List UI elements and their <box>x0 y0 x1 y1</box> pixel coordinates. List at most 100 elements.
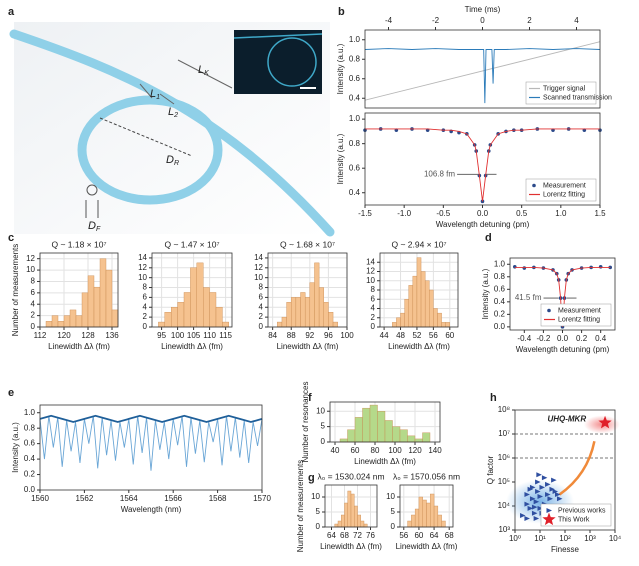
x-tick-label: -1.0 <box>397 209 411 218</box>
y-tick-label: 10⁴ <box>498 501 511 510</box>
x-tick-label: 115 <box>219 331 232 340</box>
bar <box>400 312 405 328</box>
y-tick-label: 14 <box>366 257 375 266</box>
ring <box>77 95 223 205</box>
x-tick-label: -4 <box>385 16 393 25</box>
point <box>533 516 540 522</box>
bar <box>332 321 338 328</box>
y-tick-label: 12 <box>366 267 375 276</box>
x-tick-label: 76 <box>366 531 375 540</box>
bar <box>347 490 352 528</box>
y-tick-label: 4 <box>371 304 376 313</box>
y-tick-label: 8 <box>371 285 376 294</box>
bar <box>45 321 53 328</box>
bar <box>430 493 435 528</box>
y-tick-label: 0 <box>259 322 264 331</box>
bar <box>422 432 431 443</box>
x-axis-label: Linewidth Δλ (fm) <box>320 542 382 551</box>
x-tick-label: 64 <box>327 531 336 540</box>
bar <box>418 496 423 528</box>
y-tick-label: 1.0 <box>349 114 361 123</box>
y-tick-label: 0.4 <box>349 93 361 102</box>
y-tick-label: 0.4 <box>494 297 506 306</box>
panel-label: a <box>8 6 15 18</box>
y-tick-label: 12 <box>26 254 35 263</box>
series-line <box>364 41 601 101</box>
x-axis-label: Wavelength (nm) <box>121 505 182 514</box>
panel-label: d <box>485 232 492 244</box>
point <box>545 492 551 498</box>
point <box>551 477 557 483</box>
x-axis-label: Wavelength detuning (pm) <box>516 345 610 354</box>
bar <box>209 292 217 328</box>
dim-line <box>177 59 233 89</box>
y-tick-label: 0.2 <box>24 470 36 479</box>
y-axis-label: Number of measurements <box>11 244 20 336</box>
plot-frame <box>39 252 119 328</box>
bar <box>111 309 119 328</box>
x-tick-label: 68 <box>445 531 454 540</box>
point <box>531 510 538 516</box>
chart-title: λ₀ = 1530.024 nm <box>317 471 384 481</box>
bar <box>416 257 422 328</box>
label-main: L <box>150 88 156 100</box>
point <box>542 512 556 526</box>
x-tick-label: 44 <box>380 331 389 340</box>
point <box>549 486 555 492</box>
series-line <box>365 128 600 202</box>
bar <box>304 297 311 328</box>
y-axis-label: Intensity (a.u.) <box>481 268 490 319</box>
panel: -1.5 -1.0 -0.5 0.0 0.5 1.0 1.5 0.4 0.6 0.8 1.0 Wave… <box>336 112 606 229</box>
bar <box>360 520 365 528</box>
panel: 64 68 72 76 0 5 10 Linewidth Δλ (fm) Number of m… <box>296 460 384 552</box>
x-tick-label: 10⁰ <box>509 534 521 543</box>
x-tick-label: 0.2 <box>576 334 588 343</box>
bar <box>433 505 439 528</box>
legend-box <box>525 178 597 202</box>
x-tick-label: 56 <box>399 531 408 540</box>
chart-title: λ₀ = 1570.056 nm <box>393 471 460 481</box>
y-tick-label: 10 <box>138 273 147 282</box>
point <box>527 486 534 492</box>
y-tick-label: 0.4 <box>24 454 36 463</box>
chart-title: Q ~ 2.94 × 10⁷ <box>391 239 446 249</box>
plot-frame <box>267 252 348 328</box>
bar <box>177 302 185 328</box>
x-tick-label: 0.4 <box>595 334 607 343</box>
bar <box>407 520 412 528</box>
x-tick-label: 2 <box>527 16 532 25</box>
x-tick-label: 0.5 <box>516 209 528 218</box>
x-axis-label: Linewidth Δλ (fm) <box>354 457 416 466</box>
x-tick-label: 40 <box>331 446 340 455</box>
y-tick-label: 12 <box>254 263 263 272</box>
bar <box>429 289 434 328</box>
x-tick-label: 105 <box>187 331 201 340</box>
point <box>527 505 534 511</box>
x-tick-label: 100 <box>388 446 402 455</box>
label-sub: K <box>204 70 209 77</box>
y-tick-label: 2 <box>371 313 376 322</box>
y-tick-label: 10 <box>26 265 35 274</box>
plot-frame <box>151 252 233 328</box>
bar <box>190 267 197 328</box>
bar <box>441 520 446 528</box>
bar <box>215 307 223 328</box>
dimension-label: L2 <box>168 106 178 119</box>
point <box>532 183 536 188</box>
y-tick-label: 0.8 <box>349 54 361 63</box>
bar <box>392 426 401 443</box>
bar <box>377 411 386 443</box>
bar <box>433 308 438 328</box>
y-tick-label: 0.0 <box>24 485 36 494</box>
x-tick-label: 140 <box>428 446 442 455</box>
bar <box>75 315 83 328</box>
point <box>541 475 548 481</box>
panel: 56 60 64 68 0 5 10 Linewidth Δλ (fm) λ₀ = 1570.0… <box>386 471 460 551</box>
y-tick-label: 10 <box>366 276 375 285</box>
bar <box>441 322 446 328</box>
bar <box>318 287 324 328</box>
point <box>535 489 541 495</box>
annotation: UHQ-MKR <box>547 415 586 424</box>
label-sub: 1 <box>156 94 160 101</box>
legend-label: Scanned transmission <box>543 94 612 101</box>
